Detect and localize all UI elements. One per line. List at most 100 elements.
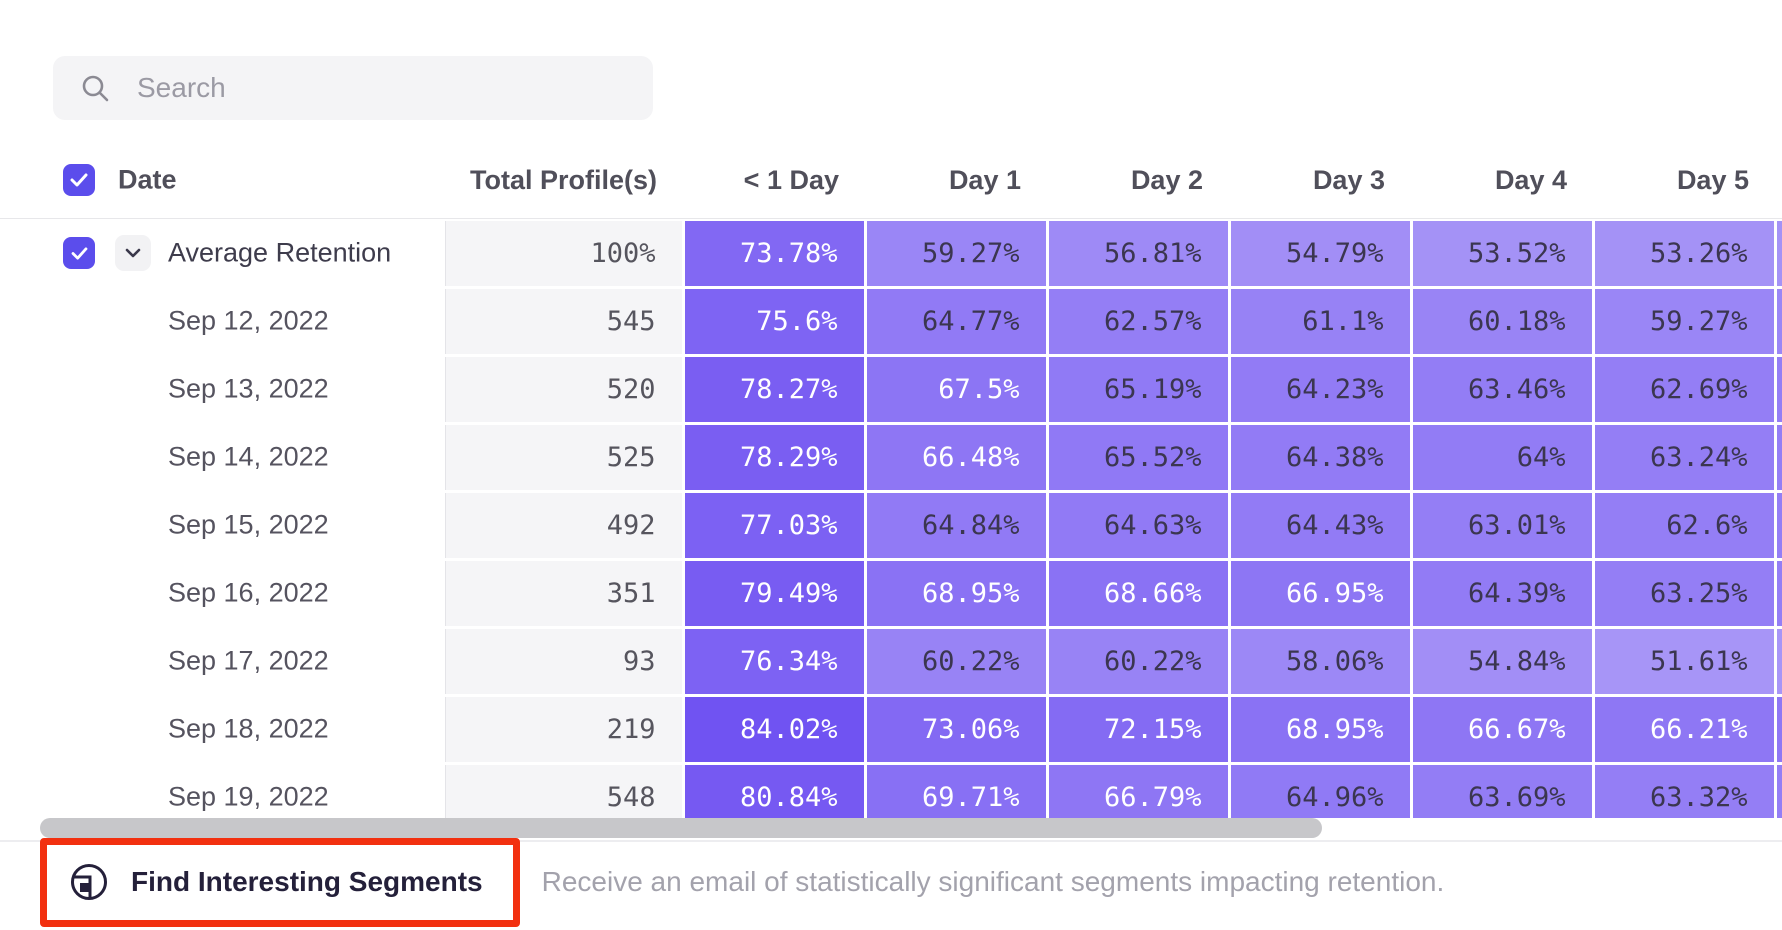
cohort-date-label: Sep 13, 2022 (168, 373, 329, 404)
select-all-checkbox[interactable] (63, 164, 95, 196)
total-profiles-cell: 520 (443, 355, 683, 423)
retention-cell: 60.22% (1047, 627, 1229, 695)
retention-cell: 64.77% (865, 287, 1047, 355)
retention-table-body: Average Retention 100% 73.78% 59.27% 56.81% 5… (0, 219, 1782, 818)
total-profiles-cell: 492 (443, 491, 683, 559)
retention-cell: 64.23% (1229, 355, 1411, 423)
date-cell: Sep 14, 2022 (0, 423, 443, 491)
table-row: Sep 12, 2022 545 75.6% 64.77% 62.57% 61.1% 60.… (0, 287, 1782, 355)
retention-cell: 61.1% (1229, 287, 1411, 355)
clipped-column-sliver (1775, 559, 1782, 627)
retention-cell: 66.67% (1411, 695, 1593, 763)
date-cell: Sep 15, 2022 (0, 491, 443, 559)
date-cell: Sep 16, 2022 (0, 559, 443, 627)
table-row: Sep 19, 2022 548 80.84% 69.71% 66.79% 64.96% 6… (0, 763, 1782, 818)
retention-cell: 53.26% (1593, 219, 1775, 287)
retention-cell: 60.18% (1411, 287, 1593, 355)
retention-cell: 62.69% (1593, 355, 1775, 423)
table-row: Average Retention 100% 73.78% 59.27% 56.81% 5… (0, 219, 1782, 287)
find-interesting-segments-label: Find Interesting Segments (131, 866, 483, 897)
retention-cell: 69.71% (865, 763, 1047, 818)
retention-cell: 66.95% (1229, 559, 1411, 627)
retention-cell: 53.52% (1411, 219, 1593, 287)
header-cell-day-4: Day 4 (1494, 164, 1567, 195)
header-cell-day-3: Day 3 (1312, 164, 1385, 195)
table-row: Sep 14, 2022 525 78.29% 66.48% 65.52% 64.38% 6… (0, 423, 1782, 491)
search-input[interactable] (135, 71, 619, 105)
retention-cell: 63.25% (1593, 559, 1775, 627)
retention-cell: 66.79% (1047, 763, 1229, 818)
cohort-date-label: Sep 12, 2022 (168, 305, 329, 336)
retention-cell: 62.6% (1593, 491, 1775, 559)
date-cell: Sep 17, 2022 (0, 627, 443, 695)
header-cell-total-profiles: Total Profile(s) (469, 164, 657, 195)
retention-cell: 63.46% (1411, 355, 1593, 423)
total-profiles-cell: 219 (443, 695, 683, 763)
retention-cell: 68.66% (1047, 559, 1229, 627)
clipped-column-sliver (1775, 763, 1782, 818)
chevron-down-icon (125, 248, 141, 258)
table-row: Sep 18, 2022 219 84.02% 73.06% 72.15% 68.95% 6… (0, 695, 1782, 763)
retention-cell: 75.6% (683, 287, 865, 355)
header-cell-date: Date (0, 146, 443, 214)
clipped-column-sliver (1775, 695, 1782, 763)
check-icon (70, 173, 88, 187)
retention-cell: 64% (1411, 423, 1593, 491)
header-cell-lt-1-day: < 1 Day (743, 164, 839, 195)
table-row: Sep 15, 2022 492 77.03% 64.84% 64.63% 64.43% 6… (0, 491, 1782, 559)
cohort-date-label: Sep 16, 2022 (168, 577, 329, 608)
check-icon (71, 246, 87, 260)
clipped-column-sliver (1775, 491, 1782, 559)
clipped-column-sliver (1775, 219, 1782, 287)
search-icon (82, 75, 109, 102)
horizontal-scrollbar-thumb[interactable] (40, 818, 1322, 838)
interesting-segments-icon (71, 864, 107, 900)
table-row: Sep 16, 2022 351 79.49% 68.95% 68.66% 66.95% 6… (0, 559, 1782, 627)
clipped-column-sliver (1775, 423, 1782, 491)
segments-description: Receive an email of statistically signif… (541, 866, 1445, 897)
retention-cell: 64.84% (865, 491, 1047, 559)
cohort-date-label: Sep 17, 2022 (168, 645, 329, 676)
retention-cell: 68.95% (865, 559, 1047, 627)
retention-cell: 78.29% (683, 423, 865, 491)
date-cell: Sep 13, 2022 (0, 355, 443, 423)
total-profiles-cell: 351 (443, 559, 683, 627)
retention-cell: 78.27% (683, 355, 865, 423)
date-cell: Average Retention (0, 219, 443, 287)
retention-cell: 54.84% (1411, 627, 1593, 695)
table-row: Sep 17, 2022 93 76.34% 60.22% 60.22% 58.06% 54… (0, 627, 1782, 695)
retention-cell: 63.32% (1593, 763, 1775, 818)
horizontal-scrollbar-track[interactable] (0, 818, 1782, 838)
cohort-date-label: Sep 14, 2022 (168, 441, 329, 472)
retention-cell: 59.27% (1593, 287, 1775, 355)
total-profiles-cell: 93 (443, 627, 683, 695)
clipped-column-sliver (1775, 627, 1782, 695)
average-retention-label: Average Retention (168, 237, 392, 268)
retention-cell: 73.06% (865, 695, 1047, 763)
find-interesting-segments-button[interactable]: Find Interesting Segments (40, 837, 520, 927)
total-profiles-cell: 545 (443, 287, 683, 355)
retention-cell: 54.79% (1229, 219, 1411, 287)
retention-cell: 67.5% (865, 355, 1047, 423)
retention-cell: 64.63% (1047, 491, 1229, 559)
total-profiles-cell: 525 (443, 423, 683, 491)
retention-cell: 66.48% (865, 423, 1047, 491)
retention-cell: 65.19% (1047, 355, 1229, 423)
row-checkbox[interactable] (63, 237, 95, 269)
footer-divider (0, 840, 1782, 842)
retention-cell: 64.39% (1411, 559, 1593, 627)
retention-cell: 73.78% (683, 219, 865, 287)
total-profiles-cell: 548 (443, 763, 683, 818)
retention-cell: 63.01% (1411, 491, 1593, 559)
retention-cell: 66.21% (1593, 695, 1775, 763)
retention-cell: 79.49% (683, 559, 865, 627)
header-cell-day-2: Day 2 (1130, 164, 1203, 195)
total-profiles-cell: 100% (443, 219, 683, 287)
header-cell-day-1: Day 1 (948, 164, 1021, 195)
retention-cell: 64.43% (1229, 491, 1411, 559)
cohort-date-label: Sep 15, 2022 (168, 509, 329, 540)
retention-cell: 84.02% (683, 695, 865, 763)
expand-collapse-button[interactable] (115, 235, 151, 271)
search-bar[interactable] (53, 56, 653, 120)
retention-cell: 51.61% (1593, 627, 1775, 695)
